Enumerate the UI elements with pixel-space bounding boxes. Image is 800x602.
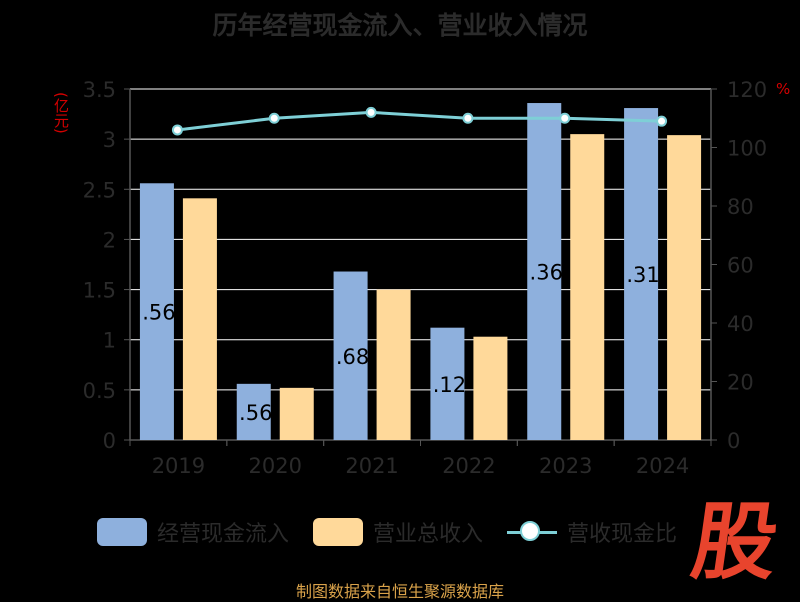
ratio-point [365,106,377,118]
bar-cash-inflow [236,383,271,440]
right-tick-label: 120 [727,78,767,102]
chart-title: 历年经营现金流入、营业收入情况 [212,11,588,40]
logo: 股 [686,493,784,591]
right-tick-label: 0 [727,429,740,453]
legend-item-ratio: 营收现金比 [507,516,677,548]
data-label: .56 [142,301,175,325]
left-tick-label: 3.5 [83,78,116,102]
ratio-point [656,115,668,127]
left-axis-unit: (亿元) [52,92,70,134]
bar-cash-inflow [527,103,562,440]
legend-label-cash-inflow: 经营现金流入 [157,522,290,547]
bar-cash-inflow [139,183,174,441]
bar-revenue [376,289,411,440]
x-tick-label: 2021 [345,454,398,478]
ratio-point [462,112,474,124]
left-tick-label: 3 [103,128,116,152]
right-tick-label: 100 [727,137,767,161]
right-tick-label: 60 [727,254,754,278]
bar-cash-inflow [430,327,465,440]
left-tick-label: 2 [103,228,116,252]
right-tick-label: 40 [727,312,754,336]
data-label: .31 [626,263,659,287]
legend-item-revenue: 营业总收入 [313,516,483,548]
ratio-point [171,124,183,136]
left-tick-label: 2.5 [83,178,116,202]
ratio-point [268,112,280,124]
source-note: 制图数据来自恒生聚源数据库 [295,582,504,601]
right-tick-label: 20 [727,371,754,395]
x-tick-label: 2022 [442,454,495,478]
bar-revenue [182,198,217,440]
bar-cash-inflow [333,271,368,440]
left-tick-label: 1 [103,329,116,353]
x-tick-label: 2019 [152,454,205,478]
right-axis-unit: % [776,80,791,98]
bar-revenue [570,134,605,440]
data-label: .68 [336,345,369,369]
legend: 经营现金流入 营业总收入 营收现金比 [97,516,701,548]
legend-swatch-revenue [313,518,364,546]
data-label: .36 [530,261,563,285]
x-tick-label: 2020 [249,454,302,478]
bar-cash-inflow [624,108,659,440]
right-tick-label: 80 [727,195,754,219]
legend-item-cash-inflow: 经营现金流入 [97,516,289,548]
bar-revenue [667,135,702,441]
data-label: .56 [239,401,272,425]
ratio-line [177,110,662,132]
legend-label-revenue: 营业总收入 [373,522,484,547]
x-tick-label: 2023 [539,454,592,478]
left-tick-label: 0 [103,429,116,453]
bar-revenue [279,387,314,440]
legend-swatch-cash-inflow [97,518,147,546]
legend-swatch-ratio [507,518,558,546]
left-tick-label: 0.5 [83,379,116,403]
bar-revenue [473,336,508,440]
ratio-point [559,112,571,124]
legend-label-ratio: 营收现金比 [567,522,678,547]
left-tick-label: 1.5 [83,279,116,303]
data-label: .12 [433,373,466,397]
x-tick-label: 2024 [636,454,689,478]
